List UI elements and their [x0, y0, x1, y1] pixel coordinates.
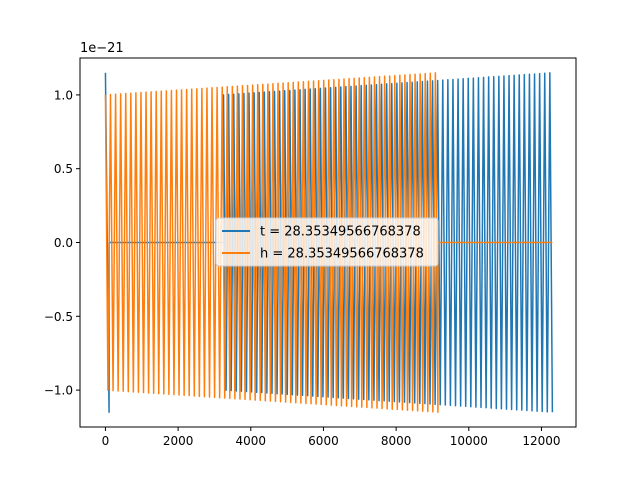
x-tick-label: 8000 [381, 434, 412, 448]
x-tick-label: 12000 [522, 434, 560, 448]
y-axis-offset-label: 1e−21 [80, 41, 124, 56]
legend-box [215, 217, 439, 267]
x-tick-label: 6000 [308, 434, 339, 448]
x-axis-ticks: 0 2000 4000 6000 8000 10000 12000 [102, 427, 561, 448]
x-tick-label: 10000 [450, 434, 488, 448]
y-tick-label: 1.0 [54, 88, 73, 102]
y-tick-label: 0.5 [54, 162, 73, 176]
legend-label-series-1: t = 28.35349566768378 [260, 225, 421, 240]
x-tick-label: 0 [102, 434, 110, 448]
legend-label-series-2: h = 28.35349566768378 [260, 247, 424, 262]
y-axis-ticks: −1.0 −0.5 0.0 0.5 1.0 [44, 88, 80, 398]
y-tick-label: −0.5 [44, 310, 73, 324]
legend: t = 28.35349566768378 h = 28.35349566768… [215, 217, 439, 267]
y-tick-label: 0.0 [54, 236, 73, 250]
x-tick-label: 2000 [163, 434, 194, 448]
x-tick-label: 4000 [236, 434, 267, 448]
y-tick-label: −1.0 [44, 384, 73, 398]
